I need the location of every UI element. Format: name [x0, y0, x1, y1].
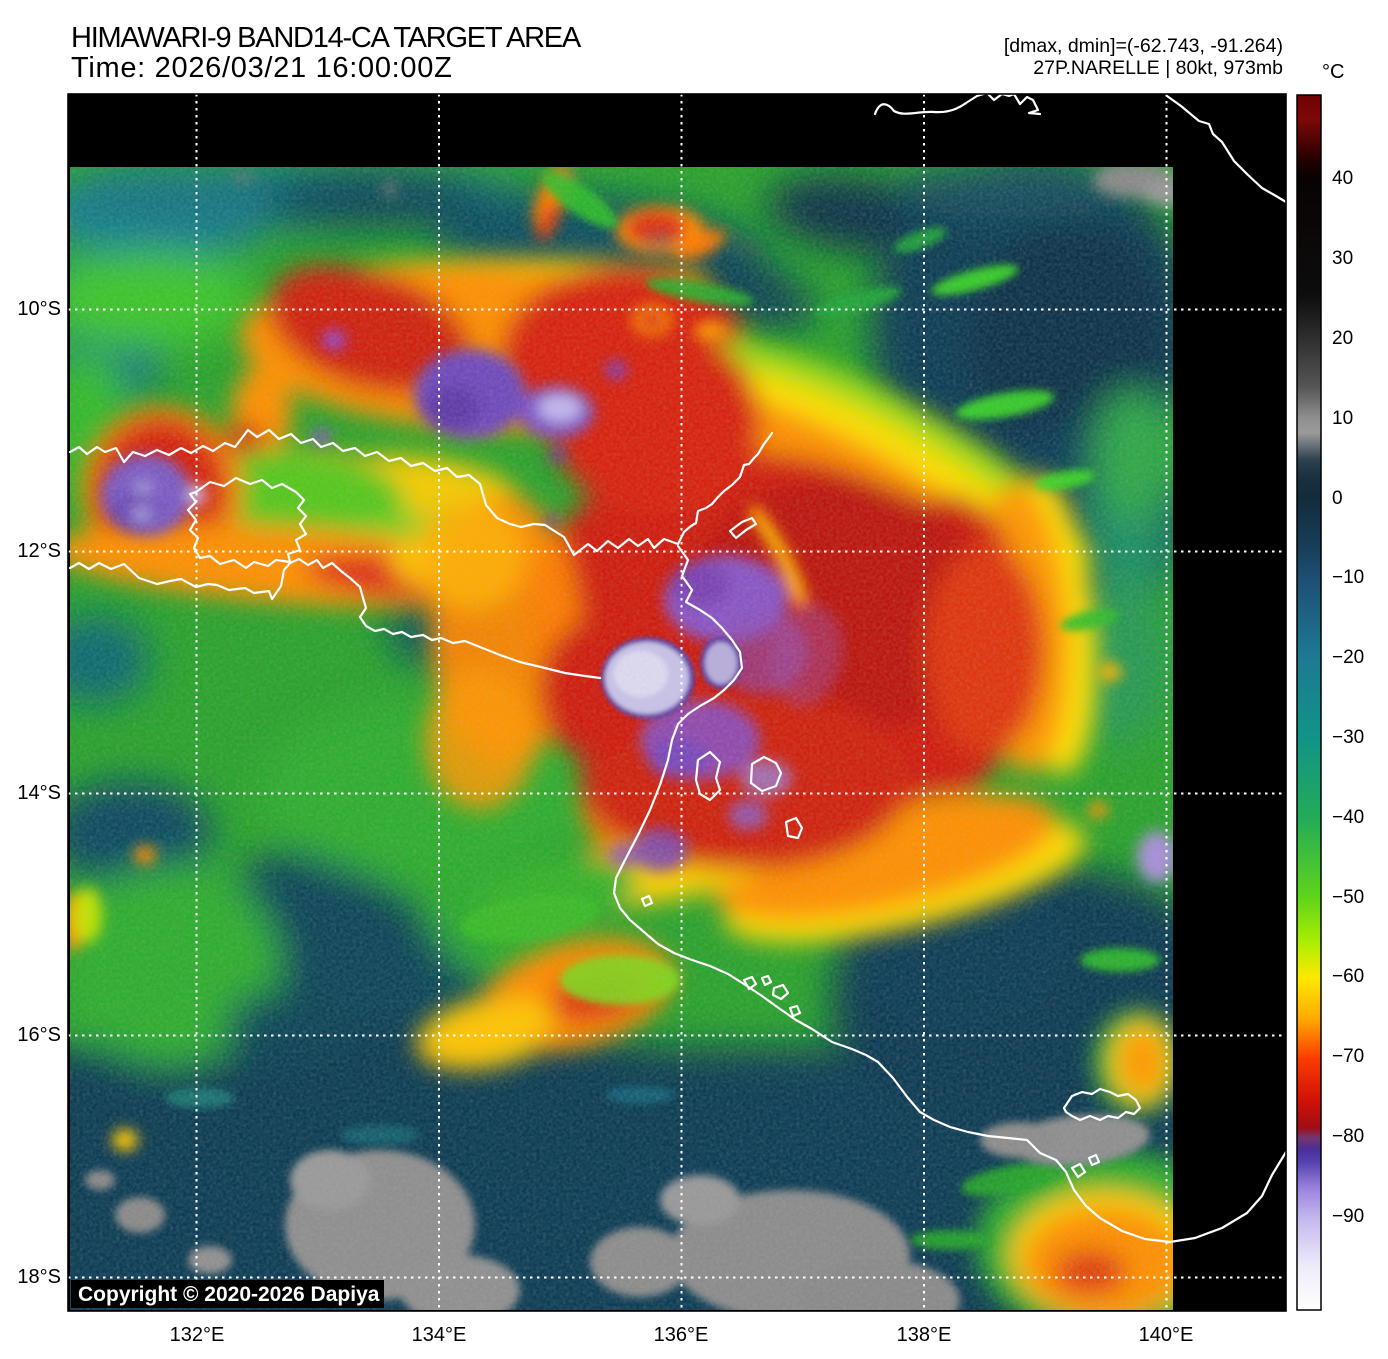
svg-text:Copyright © 2020-2026 Dapiya: Copyright © 2020-2026 Dapiya	[78, 1283, 380, 1306]
